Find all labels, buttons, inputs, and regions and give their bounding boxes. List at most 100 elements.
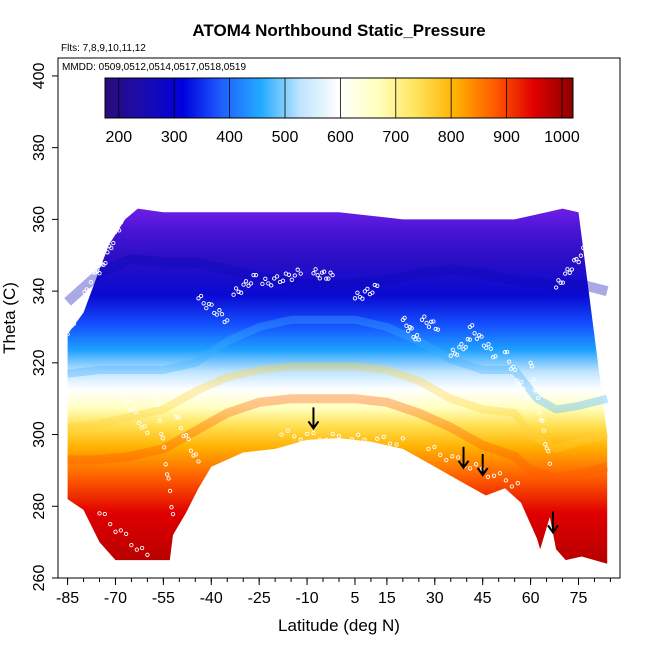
flight-point [73,310,79,316]
flight-point [375,436,380,441]
flights-note: Flts: 7,8,9,10,11,12 [61,43,146,54]
flight-point [572,258,577,263]
flight-point [324,276,329,281]
flight-point [125,400,130,405]
flight-point [157,418,163,423]
arrow-head [547,524,559,535]
flight-point [298,437,303,442]
flight-point [590,234,595,239]
flight-point [481,343,487,348]
flight-point [523,396,528,401]
flight-point [233,286,239,291]
flight-point [543,442,548,447]
flight-point [178,425,184,431]
flight-point [292,273,297,278]
arrow-markers [307,407,559,535]
flight-point [236,289,241,294]
flight-point [362,437,367,443]
flight-point [246,283,251,288]
x-tick-label: 15 [378,590,396,607]
flight-point [506,359,512,364]
flight-point [243,279,249,284]
flight-point [569,267,575,272]
flight-point [558,280,563,285]
arrow-head [457,460,470,470]
flight-point [118,528,123,533]
y-tick-label: 400 [31,62,48,89]
flight-point [120,210,126,215]
flight-point [123,531,129,537]
flight-point [69,323,74,328]
flight-point [488,346,493,351]
flight-point [166,476,171,481]
flight-point [108,521,113,527]
y-tick-label: 320 [31,349,48,376]
flight-point [196,459,201,464]
y-tick-label: 380 [31,134,48,161]
x-tick-label: -55 [152,590,175,607]
flight-point [304,431,310,437]
flight-point [511,364,516,370]
flight-point [419,317,425,322]
colorbar-tick-label: 200 [105,129,132,146]
flight-point [424,320,429,326]
y-tick-label: 300 [31,421,48,448]
flight-point [71,321,77,326]
flight-point [272,276,277,281]
flight-point [473,462,479,467]
flight-point [84,287,89,292]
flight-point [368,441,374,447]
flight-point [214,312,219,317]
flight-point [370,290,375,295]
flight-point [86,288,92,293]
flight-point [97,258,102,264]
flight-point [219,312,225,317]
flight-point [372,282,377,288]
flight-point [519,380,524,385]
y-axis-label: Theta (C) [0,282,19,354]
flight-point [160,436,165,441]
isoline-p300 [64,253,609,306]
flight-point [279,432,284,437]
flight-point [263,276,268,281]
flight-point [328,270,333,275]
x-tick-label: 45 [474,590,492,607]
flight-track-points [65,210,597,557]
flight-point [435,327,441,332]
flight-point [360,296,365,301]
flight-point [528,360,533,365]
flight-point [163,462,168,467]
flight-point [298,271,303,276]
flight-point [583,247,588,252]
chart-title: ATOM4 Northbound Static_Pressure [192,21,485,40]
flight-point [119,389,125,394]
flight-point [198,293,204,299]
flight-point [209,302,214,307]
flight-point [169,505,174,510]
flight-point [428,319,434,324]
flight-point [497,471,503,476]
flight-point [576,259,581,265]
flight-point [444,457,449,463]
flight-point [433,326,438,332]
flight-point [463,345,468,350]
flight-point [286,272,292,277]
flight-point [343,440,348,445]
flight-point [280,278,286,283]
flight-point [502,349,508,355]
flight-point [315,272,320,278]
flight-point [266,281,271,286]
flight-point [547,461,552,466]
flight-point [88,280,94,285]
flight-point [470,323,475,328]
flight-point [381,434,386,439]
flight-point [465,337,470,342]
flight-point [438,452,443,457]
flight-point [474,336,480,341]
x-axis-label: Latitude (deg N) [278,616,400,635]
flight-point [311,271,316,276]
flight-point [154,396,160,401]
flight-point [504,349,510,355]
colorbar-tick-label: 800 [438,129,465,146]
y-axis: 260 280 300 320 340 360 380 400 [31,62,58,591]
